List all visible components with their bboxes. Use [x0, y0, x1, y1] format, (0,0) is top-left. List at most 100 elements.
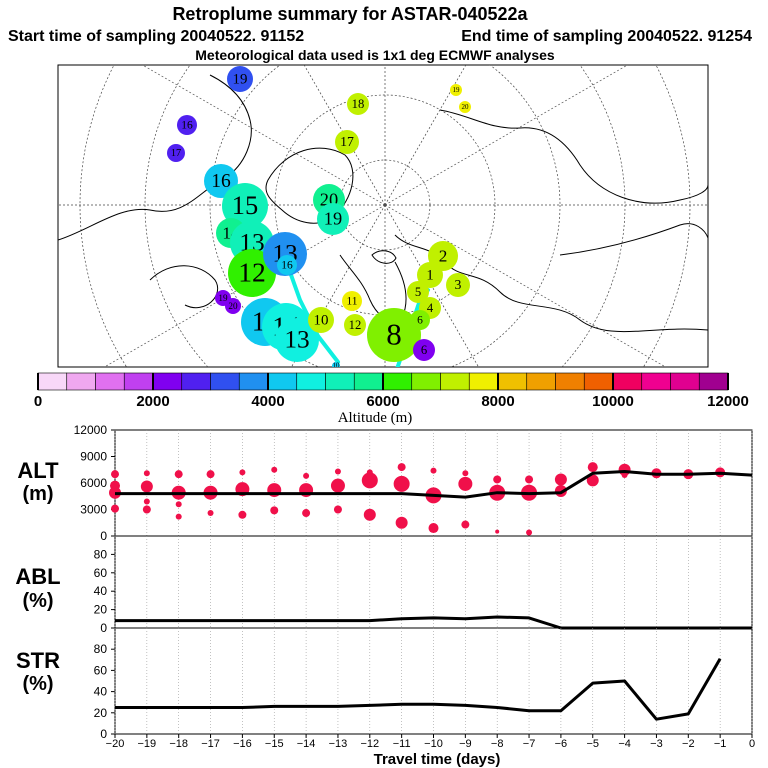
alt-dot [430, 467, 437, 474]
plume-point: 12 [344, 314, 366, 336]
alt-dot [586, 474, 599, 487]
colorbar-tick-label: 8000 [481, 393, 514, 410]
str-series-line [115, 657, 722, 721]
plume-point-marker [335, 130, 359, 154]
colorbar-tick-label: 0 [34, 393, 42, 410]
x-tick-label: −9 [459, 738, 472, 750]
plume-point: 20 [459, 101, 471, 113]
colorbar-ticks: 0 2000 4000 6000 8000 10000 12000 [34, 373, 749, 410]
alt-dot [363, 508, 376, 521]
x-tick-label: −19 [138, 738, 157, 750]
alt-dot [526, 529, 533, 536]
plume-point-label: 16 [181, 120, 193, 132]
colorbar-segment [468, 372, 499, 391]
colorbar-segment [583, 372, 614, 391]
alt-dot [330, 478, 345, 493]
colorbar-segment [353, 372, 384, 391]
x-axis: −20 −19 −18 −17 −16 −15 −14 −13 −12 −11 −10 −9 −8 −7−… [106, 734, 755, 750]
colorbar-tick-label: 6000 [366, 393, 399, 410]
colorbar-tick-label: 10000 [592, 393, 634, 410]
plume-point: 19 [317, 203, 349, 235]
plume-point-label: 19 [218, 293, 228, 303]
x-tick-label: −6 [555, 738, 568, 750]
x-tick-label: −4 [618, 738, 631, 750]
alt-dot [397, 463, 406, 472]
x-tick-label: 0 [749, 738, 755, 750]
x-tick-label: −15 [265, 738, 284, 750]
chart-layer: 030006000900012000020406080020406080−20−… [74, 423, 755, 750]
x-tick-label: −17 [201, 738, 220, 750]
plume-point-marker [342, 291, 362, 311]
plume-point: 12 [228, 249, 276, 297]
alt-dot [333, 505, 342, 514]
colorbar-segment [641, 372, 671, 391]
meridian-line [384, 204, 479, 367]
latitude-circle-60 [209, 65, 561, 367]
plume-point-marker [367, 308, 421, 362]
plume-point-marker [227, 66, 253, 92]
alt-dot [334, 468, 341, 475]
str-chart: 0 20 40 60 80 [94, 627, 753, 741]
plume-point-marker [275, 318, 319, 362]
abl-panel-label: ABL [15, 564, 60, 589]
colorbar-segment [555, 372, 585, 391]
alt-y-tick-label: 12000 [74, 423, 108, 437]
colorbar-segment [123, 372, 154, 391]
plume-point: 16 [277, 255, 297, 275]
alt-y-tick-label: 6000 [80, 476, 107, 490]
plume-point-label: 19 [453, 86, 461, 94]
colorbar-tick-label: 2000 [136, 393, 169, 410]
alt-dot [175, 513, 182, 520]
alt-dot [495, 529, 500, 534]
plume-point-label: 17 [340, 134, 354, 149]
plume-point-marker [446, 273, 470, 297]
plume-point: 17 [167, 144, 185, 162]
alt-dot [175, 501, 182, 508]
plume-point-marker [417, 262, 443, 288]
plume-point-label: 20 [462, 103, 470, 111]
colorbar-segment [181, 372, 211, 391]
str-y-tick-label: 20 [94, 706, 108, 720]
plume-point: 3 [446, 273, 470, 297]
x-tick-label: −13 [329, 738, 348, 750]
alt-dot [554, 473, 567, 486]
abl-y-tick-label: 40 [94, 584, 108, 598]
colorbar-segment [66, 372, 96, 391]
alt-dot [361, 472, 378, 489]
coastline-alaska [439, 109, 708, 204]
sampling-start-label: Start time of sampling 20040522. 91152 [8, 28, 304, 45]
plume-point-marker [308, 307, 334, 333]
x-tick-label: −3 [650, 738, 663, 750]
sampling-end-label: End time of sampling 20040522. 91254 [461, 28, 752, 45]
colorbar-segment [210, 372, 240, 391]
plume-point: 5 [407, 281, 429, 303]
plume-point: 15 [222, 183, 268, 229]
x-tick-label: −10 [424, 738, 443, 750]
alt-panel-unit: (m) [22, 483, 53, 505]
x-tick-label: −7 [523, 738, 536, 750]
plume-point-label: 12 [238, 256, 266, 287]
plume-point-marker [222, 183, 268, 229]
colorbar-segment [411, 372, 441, 391]
x-tick-label: −5 [586, 738, 599, 750]
alt-dot [493, 475, 502, 484]
alt-dot [270, 506, 279, 515]
coastline-hudson [149, 265, 219, 309]
alt-dot [207, 510, 214, 517]
alt-dot [395, 516, 408, 529]
x-tick-label: −20 [106, 738, 125, 750]
colorbar-segment [267, 372, 298, 391]
x-tick-label: −16 [233, 738, 252, 750]
str-y-tick-label: 0 [100, 727, 107, 741]
plume-point: 10 [308, 307, 334, 333]
plume-point-marker [225, 298, 241, 314]
alt-dot [238, 510, 247, 519]
plume-point-label: 20 [228, 301, 238, 311]
plume-point-label: 16 [281, 260, 293, 272]
colorbar-segment [670, 372, 700, 391]
x-tick-label: −11 [393, 738, 411, 750]
alt-y-tick-label: 9000 [80, 450, 107, 464]
str-y-tick-label: 40 [94, 685, 108, 699]
abl-panel-unit: (%) [22, 590, 53, 612]
x-tick-label: −1 [714, 738, 727, 750]
